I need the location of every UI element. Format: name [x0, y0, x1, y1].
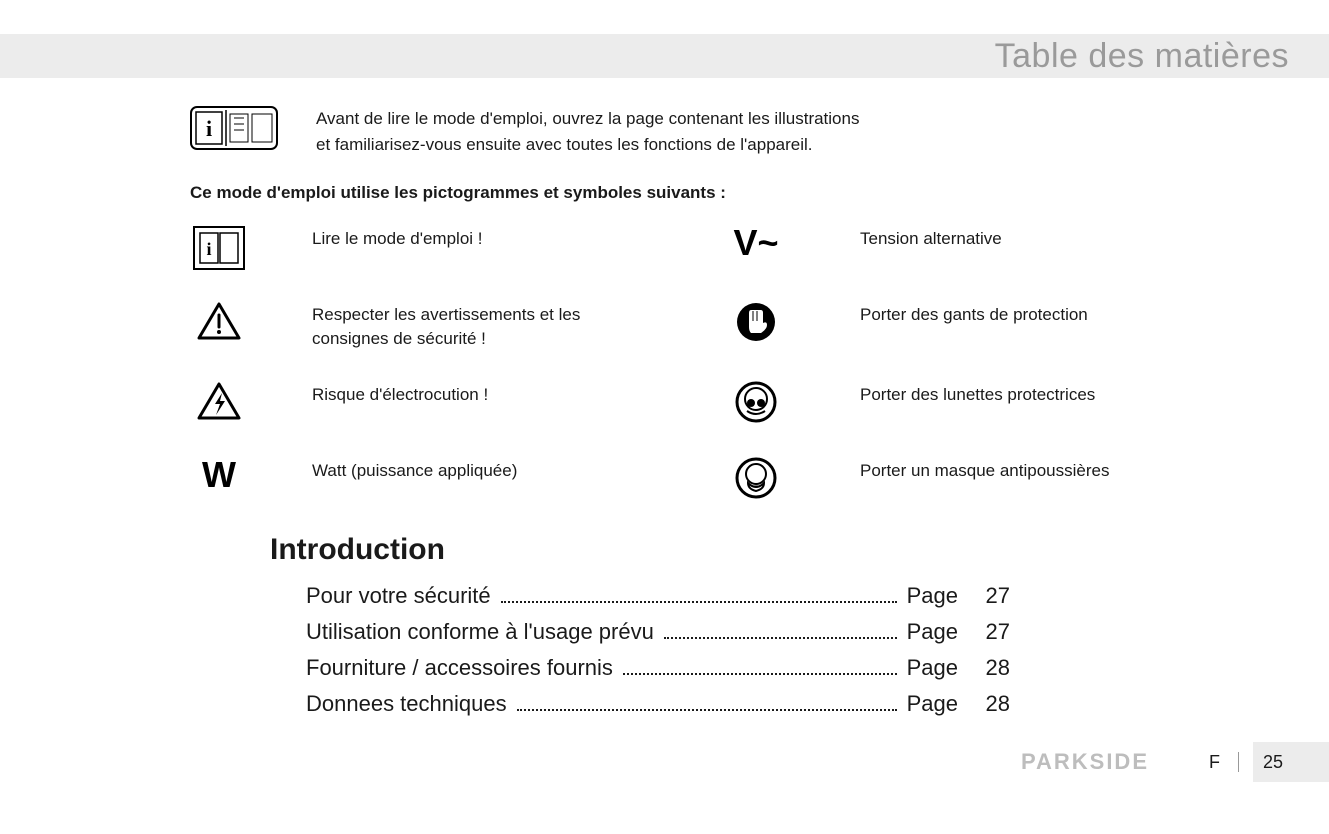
page-number-box: 25: [1253, 742, 1329, 782]
svg-text:i: i: [206, 239, 211, 259]
content-area: i Avant de lire le mode d'emploi, ouvrez…: [190, 106, 1280, 717]
toc-entry-title: Fourniture / accessoires fournis: [306, 655, 613, 681]
symbol-grid: i Lire le mode d'emploi ! V~ Tension alt…: [190, 225, 1280, 503]
manual-foldout-icon: i: [190, 106, 278, 150]
toc-page-word: Page: [907, 655, 958, 681]
footer-divider: [1238, 752, 1239, 772]
gloves-label: Porter des gants de protection: [860, 301, 1200, 327]
language-code: F: [1209, 752, 1220, 773]
dust-mask-icon: [716, 457, 796, 503]
toc-leader-dots: [664, 637, 897, 639]
warning-label: Respecter les avertissements et les cons…: [312, 301, 652, 351]
toc-entry-title: Donnees techniques: [306, 691, 507, 717]
toc-entry-title: Utilisation conforme à l'usage prévu: [306, 619, 654, 645]
toc-page-number: 28: [968, 655, 1010, 681]
intro-text: Avant de lire le mode d'emploi, ouvrez l…: [316, 106, 876, 157]
toc-leader-dots: [623, 673, 897, 675]
brand-logo: PARKSIDE: [1021, 749, 1149, 775]
read-manual-label: Lire le mode d'emploi !: [312, 225, 652, 251]
shock-warning-icon: [190, 381, 248, 427]
watt-icon: W: [190, 457, 248, 503]
toc-page-number: 28: [968, 691, 1010, 717]
gloves-icon: [716, 301, 796, 347]
read-manual-icon: i: [190, 225, 248, 271]
toc-page-number: 27: [968, 583, 1010, 609]
toc-page-word: Page: [907, 583, 958, 609]
watt-glyph: W: [202, 457, 236, 493]
table-of-contents: Introduction Pour votre sécurité Page 27…: [270, 533, 1010, 717]
page-footer: PARKSIDE F 25: [1021, 742, 1329, 782]
ac-voltage-glyph: V~: [733, 225, 778, 261]
dust-mask-label: Porter un masque antipoussières: [860, 457, 1200, 483]
toc-section-heading: Introduction: [270, 533, 1010, 567]
toc-leader-dots: [501, 601, 897, 603]
goggles-label: Porter des lunettes protectrices: [860, 381, 1200, 407]
toc-entry-title: Pour votre sécurité: [306, 583, 491, 609]
toc-leader-dots: [517, 709, 897, 711]
shock-warning-label: Risque d'électrocution !: [312, 381, 652, 407]
toc-entry: Fourniture / accessoires fournis Page 28: [306, 655, 1010, 681]
goggles-icon: [716, 381, 796, 427]
ac-voltage-icon: V~: [716, 225, 796, 271]
toc-page-word: Page: [907, 691, 958, 717]
toc-entry: Pour votre sécurité Page 27: [306, 583, 1010, 609]
intro-row: i Avant de lire le mode d'emploi, ouvrez…: [190, 106, 1280, 157]
svg-text:i: i: [206, 116, 212, 141]
header-band: Table des matières: [0, 34, 1329, 78]
toc-page-word: Page: [907, 619, 958, 645]
toc-entry: Utilisation conforme à l'usage prévu Pag…: [306, 619, 1010, 645]
toc-entry: Donnees techniques Page 28: [306, 691, 1010, 717]
watt-label: Watt (puissance appliquée): [312, 457, 652, 483]
warning-icon: [190, 301, 248, 347]
symbols-subheading: Ce mode d'emploi utilise les pictogramme…: [190, 183, 1280, 203]
page-number: 25: [1263, 752, 1283, 773]
toc-page-number: 27: [968, 619, 1010, 645]
page-title: Table des matières: [995, 37, 1289, 76]
ac-voltage-label: Tension alternative: [860, 225, 1200, 251]
